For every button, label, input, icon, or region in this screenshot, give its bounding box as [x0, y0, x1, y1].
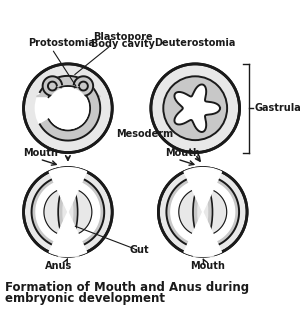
- Polygon shape: [72, 176, 104, 248]
- Circle shape: [163, 76, 227, 140]
- Polygon shape: [72, 181, 100, 243]
- Polygon shape: [40, 76, 100, 141]
- Polygon shape: [58, 239, 78, 256]
- Polygon shape: [49, 212, 87, 256]
- Polygon shape: [74, 76, 93, 96]
- Ellipse shape: [62, 190, 73, 234]
- Polygon shape: [171, 181, 198, 243]
- Circle shape: [35, 75, 101, 141]
- Text: Blastopore: Blastopore: [93, 32, 152, 42]
- Circle shape: [24, 168, 112, 256]
- Polygon shape: [207, 176, 239, 248]
- Polygon shape: [166, 176, 199, 248]
- Polygon shape: [184, 212, 221, 256]
- Polygon shape: [207, 181, 235, 243]
- Text: Mesoderm: Mesoderm: [116, 129, 173, 139]
- Polygon shape: [36, 90, 47, 96]
- Polygon shape: [49, 168, 87, 212]
- Text: Mouth: Mouth: [24, 148, 58, 158]
- Text: Protostomia: Protostomia: [28, 38, 95, 48]
- Text: Gastrula: Gastrula: [255, 103, 301, 113]
- Polygon shape: [193, 168, 212, 185]
- Text: Mouth: Mouth: [165, 148, 200, 158]
- Circle shape: [47, 87, 89, 130]
- Circle shape: [163, 76, 227, 140]
- Polygon shape: [89, 90, 100, 96]
- Polygon shape: [184, 168, 221, 212]
- Text: Body cavity: Body cavity: [91, 39, 154, 49]
- Text: Formation of Mouth and Anus during: Formation of Mouth and Anus during: [5, 281, 249, 294]
- Text: Mouth: Mouth: [190, 261, 225, 271]
- Ellipse shape: [193, 183, 212, 241]
- Text: Deuterostomia: Deuterostomia: [154, 38, 236, 48]
- Circle shape: [47, 88, 89, 129]
- Circle shape: [24, 64, 112, 152]
- Text: Gut: Gut: [130, 245, 150, 255]
- Polygon shape: [43, 76, 62, 96]
- Circle shape: [151, 64, 239, 152]
- Polygon shape: [174, 84, 220, 132]
- Ellipse shape: [58, 183, 78, 241]
- Ellipse shape: [197, 190, 208, 234]
- Polygon shape: [58, 168, 78, 185]
- Polygon shape: [36, 181, 64, 243]
- Polygon shape: [32, 176, 64, 248]
- Text: Anus: Anus: [45, 261, 72, 271]
- Text: embryonic development: embryonic development: [5, 292, 165, 305]
- Circle shape: [158, 168, 247, 256]
- Polygon shape: [193, 239, 212, 256]
